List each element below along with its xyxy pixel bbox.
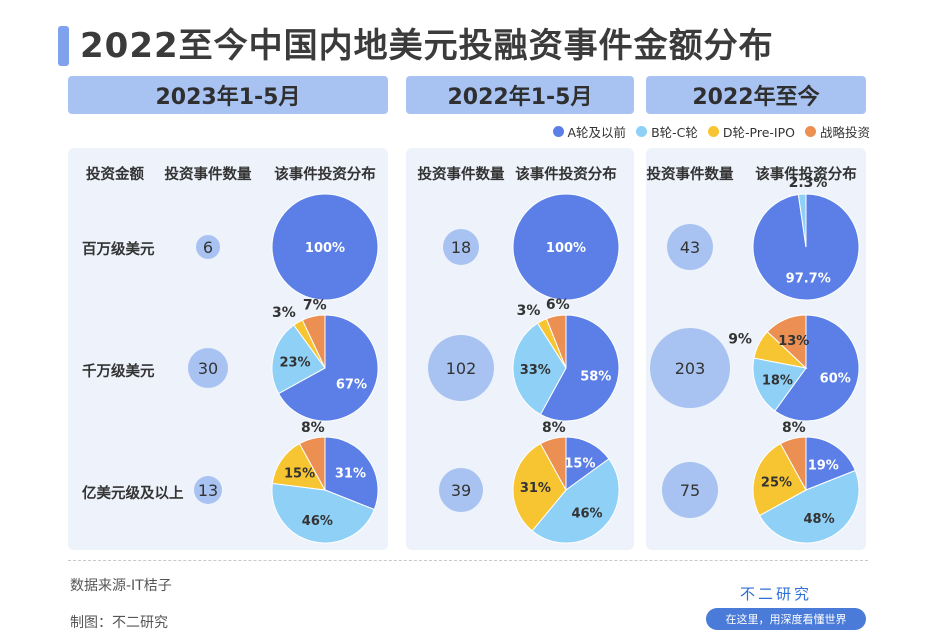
period-header-2022-jan-may: 2022年1-5月 [406,76,634,114]
pie-slice-2022-jan-may-ten-million-a-round [539,314,620,422]
pie-label-2023-hundred-million-strategic: 8% [301,420,325,436]
pie-slice-2022-jan-may-hundred-million-d-pre-ipo [512,442,567,532]
pie-label-2022-jan-may-hundred-million-strategic: 8% [542,420,566,436]
pie-label-2023-million-a-round: 100% [305,241,345,256]
chart-legend: A轮及以前 B轮-C轮 D轮-Pre-IPO 战略投资 [552,122,870,141]
pie-slice-to-now-hundred-million-d-pre-ipo [752,442,807,517]
pie-label-to-now-hundred-million-d-pre-ipo: 25% [761,475,792,490]
pie-slice-2022-jan-may-million-a-round [512,193,620,301]
pie-slice-2023-million-a-round [271,193,379,301]
pie-label-to-now-hundred-million-strategic: 8% [782,420,806,436]
pie-slice-2022-jan-may-hundred-million-b-c-round [531,458,620,544]
pie-label-2022-jan-may-million-a-round: 100% [546,241,586,256]
pie-label-to-now-hundred-million-b-c-round: 48% [804,512,835,527]
pie-label-2022-jan-may-ten-million-a-round: 58% [580,370,611,385]
pie-slice-2022-jan-may-ten-million-strategic [545,314,567,369]
count-circle-2022-million: 18 [443,229,479,265]
col-header-count-to-now: 投资事件数量 [646,167,734,183]
count-circle-2022-hundred-million: 39 [439,468,483,512]
legend-dot-strategic [804,125,816,137]
pie-slice-to-now-ten-million-a-round [774,314,860,422]
pie-label-2022-jan-may-hundred-million-d-pre-ipo: 31% [520,481,551,496]
pie-label-2022-jan-may-hundred-million-b-c-round: 46% [571,506,602,521]
brand-slogan: 在这里，用深度看懂世界 [706,608,866,630]
pie-slice-to-now-hundred-million-strategic [779,436,807,491]
pie-label-to-now-million-b-c-round: 2.3% [789,175,828,191]
pie-slice-to-now-hundred-million-b-c-round [758,469,860,544]
pie-label-2023-ten-million-strategic: 7% [303,298,327,314]
pie-label-to-now-ten-million-a-round: 60% [820,371,851,386]
col-header-count-2023: 投资事件数量 [164,167,252,183]
pie-label-2022-jan-may-hundred-million-a-round: 15% [564,457,595,472]
data-source-note: 数据来源-IT桔子 [70,578,172,594]
count-circle-2023-ten-million: 30 [188,348,228,388]
pie-label-2022-jan-may-ten-million-strategic: 6% [546,297,570,313]
row-label-hundred-million: 亿美元级及以上 [82,486,184,502]
pie-label-2022-jan-may-ten-million-b-c-round: 33% [520,363,551,378]
pie-slice-2023-ten-million-strategic [301,314,326,369]
pie-label-2022-jan-may-ten-million-d-pre-ipo: 3% [517,303,541,319]
pie-label-to-now-hundred-million-a-round: 19% [808,459,839,474]
pie-slice-2022-jan-may-ten-million-b-c-round [512,322,567,416]
pie-slice-2023-hundred-million-strategic [298,436,326,491]
col-header-distribution-2022: 该事件投资分布 [515,167,617,183]
pie-label-to-now-million-a-round: 97.7% [786,272,831,287]
pie-slice-2023-hundred-million-a-round [324,436,379,511]
legend-dot-a-round [552,125,564,137]
legend-item-d-pre-ipo: D轮-Pre-IPO [707,122,795,141]
count-circle-to-now-ten-million: 203 [650,328,730,408]
pie-slice-2023-hundred-million-b-c-round [271,482,375,544]
pie-slice-2022-jan-may-hundred-million-strategic [539,436,567,491]
period-header-2023: 2023年1-5月 [68,76,388,114]
footer-divider [68,560,868,561]
period-header-2022-to-now: 2022年至今 [646,76,866,114]
chart-maker-note: 制图：不二研究 [70,615,168,631]
legend-dot-d-pre-ipo [707,125,719,137]
pie-label-to-now-ten-million-d-pre-ipo: 9% [728,331,752,347]
pie-slice-to-now-hundred-million-a-round [805,436,856,491]
legend-dot-b-c-round [636,125,648,137]
pie-label-to-now-ten-million-b-c-round: 18% [762,373,793,388]
pie-slice-to-now-million-b-c-round [797,193,807,248]
pie-slice-2023-hundred-million-d-pre-ipo [271,442,326,491]
pie-label-2023-hundred-million-d-pre-ipo: 15% [284,467,315,482]
count-circle-to-now-hundred-million: 75 [662,462,718,518]
legend-item-strategic: 战略投资 [804,122,870,141]
row-label-ten-million: 千万级美元 [82,364,155,380]
legend-label-strategic: 战略投资 [819,124,870,140]
pie-slice-2022-jan-may-hundred-million-a-round [565,436,610,491]
legend-label-a-round: A轮及以前 [567,124,627,140]
count-circle-to-now-million: 43 [667,224,713,270]
pie-slice-2023-ten-million-b-c-round [271,324,326,395]
count-circle-2022-ten-million: 102 [428,335,494,401]
legend-label-d-pre-ipo: D轮-Pre-IPO [722,124,795,140]
pie-label-to-now-ten-million-strategic: 13% [778,334,809,349]
count-circle-2023-million: 6 [196,235,220,259]
title-accent-bar [58,26,69,66]
pie-label-2023-hundred-million-a-round: 31% [335,467,366,482]
row-label-million: 百万级美元 [82,242,155,258]
brand-logo-text: 不二研究 [740,585,813,603]
legend-label-b-c-round: B轮-C轮 [651,124,698,140]
pie-label-2023-hundred-million-b-c-round: 46% [302,514,333,529]
col-header-count-2022: 投资事件数量 [417,167,505,183]
count-circle-2023-hundred-million: 13 [194,476,222,504]
col-header-distribution-to-now: 该事件投资分布 [755,167,857,183]
pie-label-2023-ten-million-d-pre-ipo: 3% [272,305,296,321]
page-title: 2022至今中国内地美元投融资事件金额分布 [80,26,774,66]
pie-label-2023-ten-million-b-c-round: 23% [279,355,310,370]
col-header-amount: 投资金额 [86,167,144,183]
legend-item-b-c-round: B轮-C轮 [636,122,698,141]
pie-label-2023-ten-million-a-round: 67% [336,378,367,393]
pie-slice-to-now-ten-million-strategic [766,314,807,370]
legend-item-a-round: A轮及以前 [552,122,627,141]
pie-slice-to-now-ten-million-b-c-round [752,357,807,412]
col-header-distribution-2023: 该事件投资分布 [274,167,376,183]
pie-slice-2023-ten-million-a-round [277,314,379,422]
